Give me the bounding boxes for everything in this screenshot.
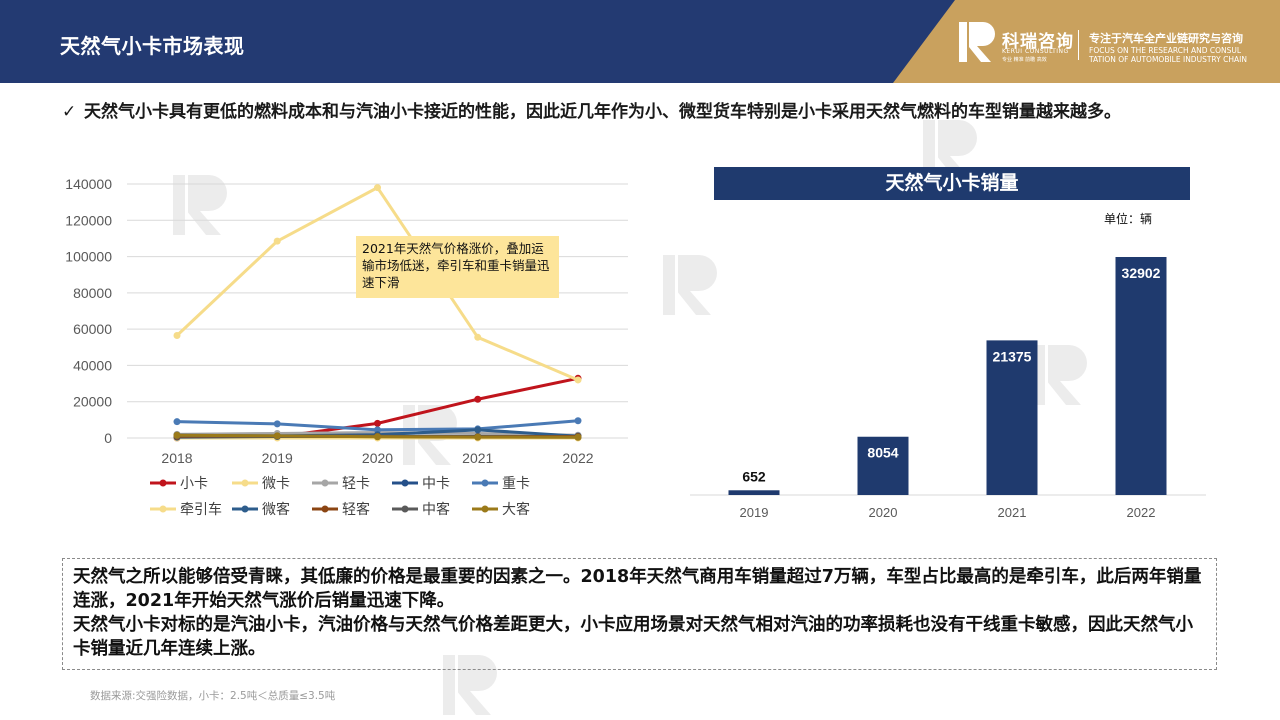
x-tick-label: 2018 [161, 450, 192, 466]
x-tick-label: 2022 [562, 450, 593, 466]
series-point [173, 331, 181, 339]
unit-label: 单位：辆 [1104, 212, 1153, 226]
series-point [374, 184, 381, 192]
legend-label: 微客 [262, 501, 290, 518]
bar-value-label: 8054 [867, 445, 898, 461]
legend-marker [241, 479, 249, 487]
legend-marker [321, 505, 329, 513]
legend-marker [159, 479, 167, 487]
bar-chart-title: 天然气小卡销量 [714, 167, 1190, 200]
series-point [374, 426, 381, 434]
series-point [374, 433, 381, 441]
bar-category-label: 2021 [998, 505, 1027, 520]
bar-2022 [1115, 257, 1167, 495]
series-point [574, 376, 582, 384]
bar-value-label: 32902 [1122, 265, 1161, 281]
summary-paragraph-2: 天然气小卡对标的是汽油小卡，汽油价格与天然气价格差距更大，小卡应用场景对天然气相… [73, 615, 1193, 659]
kerui-logo-icon [959, 22, 995, 62]
logo-sub: KERUI CONSULTING [1002, 48, 1069, 55]
series-point [273, 432, 281, 440]
logo-sub-cn: 专业 精准 前瞻 高效 [1002, 57, 1047, 63]
bar-2021 [986, 340, 1038, 495]
logo-name: 科瑞咨询 [1002, 32, 1074, 52]
y-tick-label: 120000 [65, 212, 112, 228]
series-point [273, 237, 281, 245]
legend-marker [481, 479, 489, 487]
series-point [173, 418, 181, 426]
legend-marker [401, 479, 409, 487]
logo-divider [1078, 30, 1079, 60]
series-point [574, 417, 582, 425]
x-tick-label: 2019 [262, 450, 293, 466]
y-tick-label: 100000 [65, 249, 112, 265]
legend-label: 轻客 [342, 501, 370, 518]
y-tick-label: 0 [104, 430, 112, 446]
legend-marker [241, 505, 249, 513]
summary-paragraph-1: 天然气之所以能够倍受青睐，其低廉的价格是最重要的因素之一。2018年天然气商用车… [73, 567, 1202, 611]
line-chart: 0 20000 40000 60000 80000 100000 120000 140000 2… [65, 176, 628, 518]
legend-label: 重卡 [502, 476, 530, 492]
bar-category-label: 2022 [1127, 505, 1156, 520]
y-tick-label: 60000 [73, 321, 112, 337]
legend-marker [401, 505, 409, 513]
x-tick-label: 2020 [362, 450, 393, 466]
bar-2020 [857, 436, 909, 495]
legend-label: 中卡 [422, 476, 450, 492]
tagline: 专注于汽车全产业链研究与咨询 [1089, 32, 1243, 45]
summary-box: 天然气之所以能够倍受青睐，其低廉的价格是最重要的因素之一。2018年天然气商用车… [62, 558, 1217, 670]
header-gold-panel [893, 0, 1280, 83]
bar-chart: 652 2019 8054 2020 21375 2021 32902 2022 [690, 257, 1206, 520]
y-tick-label: 140000 [65, 176, 112, 192]
page-title: 天然气小卡市场表现 [60, 34, 245, 58]
check-icon: ✓ [62, 102, 77, 122]
legend-marker [159, 505, 167, 513]
series-point [273, 420, 281, 428]
data-source: 数据来源:交强险数据，小卡：2.5吨＜总质量≤3.5吨 [90, 690, 336, 702]
bar-value-label: 21375 [993, 348, 1032, 364]
legend-label: 轻卡 [342, 476, 370, 492]
y-tick-label: 20000 [73, 394, 112, 410]
tagline-en-2: TATION OF AUTOMOBILE INDUSTRY CHAIN [1089, 55, 1247, 64]
legend-label: 牵引车 [180, 501, 222, 518]
x-tick-label: 2021 [462, 450, 493, 466]
series-point [474, 333, 482, 341]
series-point [474, 426, 482, 434]
key-point: ✓ 天然气小卡具有更低的燃料成本和与汽油小卡接近的性能，因此近几年作为小、微型货车… [62, 97, 1121, 122]
legend-marker [321, 479, 329, 487]
legend-label: 微卡 [262, 476, 290, 492]
series-point [173, 431, 181, 439]
legend-label: 中客 [422, 501, 450, 518]
legend-label: 大客 [502, 501, 530, 518]
bar-category-label: 2020 [869, 505, 898, 520]
y-tick-label: 40000 [73, 357, 112, 373]
series-point [474, 433, 482, 441]
series-point [574, 433, 582, 441]
callout-note: 2021年天然气价格涨价，叠加运输市场低迷，牵引车和重卡销量迅速下滑 [356, 236, 559, 298]
bar-category-label: 2019 [740, 505, 769, 520]
bar-2019 [728, 490, 780, 495]
legend-label: 小卡 [180, 476, 208, 492]
tagline-en-1: FOCUS ON THE RESEARCH AND CONSUL [1089, 46, 1242, 55]
series-point [374, 419, 381, 427]
series-point [474, 395, 482, 403]
key-point-text: 天然气小卡具有更低的燃料成本和与汽油小卡接近的性能，因此近几年作为小、微型货车特… [84, 102, 1121, 122]
bar-value-label: 652 [742, 468, 766, 484]
y-tick-label: 80000 [73, 285, 112, 301]
legend-marker [481, 505, 489, 513]
